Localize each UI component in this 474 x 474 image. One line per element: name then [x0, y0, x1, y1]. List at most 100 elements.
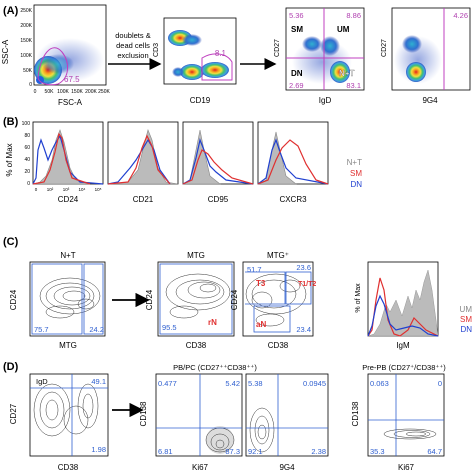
d1-v1: 49.1 — [91, 377, 106, 386]
c2-title: MTG — [187, 251, 205, 260]
a1-ytick: 150K — [20, 38, 32, 44]
c1-title: N+T — [60, 251, 75, 260]
d2-title: PB/PC (CD27⁺⁺CD38⁺⁺) — [173, 363, 257, 372]
d2-v4: 87.3 — [225, 447, 240, 456]
a3-lab-nt: N+T — [339, 69, 354, 78]
b-ytick: 60 — [24, 145, 30, 151]
a3-lab-um: UM — [337, 25, 350, 34]
d4-x-label: Ki67 — [398, 463, 415, 472]
a1-ytick: 250K — [20, 8, 32, 14]
d2-v3: 6.81 — [158, 447, 173, 456]
d3-v1: 5.38 — [248, 379, 263, 388]
d3-v3: 92.1 — [248, 447, 263, 456]
d2-v1: 0.477 — [158, 379, 177, 388]
a1-ytick: 100K — [20, 53, 32, 59]
d1-title: IgD — [36, 377, 48, 386]
d4-v2: 0 — [438, 379, 442, 388]
a3-q-tl: 5.36 — [289, 11, 304, 20]
c2-x-label: CD38 — [186, 341, 207, 350]
b-ytick: 20 — [24, 169, 30, 175]
b-xtick: 0 — [35, 187, 38, 192]
b-ytick: 0 — [27, 181, 30, 187]
a-arrow-text-2: dead cells — [116, 41, 150, 50]
b-legend-nt: N+T — [347, 158, 362, 167]
b3-x-label: CD95 — [208, 195, 229, 204]
a3-lab-sm: SM — [291, 25, 303, 34]
c-plot-cd38-cd24-mtg: MTG 95.5 rN CD24 CD38 — [145, 251, 235, 350]
d4-y-label: CD138 — [351, 401, 360, 426]
c-legend-sm: SM — [460, 315, 472, 324]
c3-v3: 23.4 — [296, 325, 311, 334]
c3-x-label: CD38 — [268, 341, 289, 350]
a-plot-9g4-cd27: 4.26 CD27 9G4 — [381, 7, 471, 105]
d4-v4: 64.7 — [427, 447, 442, 456]
d-plot-cd38-cd27: IgD 49.1 1.98 CD27 CD38 — [9, 373, 109, 472]
a2-y-label: CD3 — [153, 43, 160, 57]
b-legend-sm: SM — [350, 169, 362, 178]
b4-x-label: CXCR3 — [279, 195, 307, 204]
a1-xtick: 0 — [34, 89, 37, 95]
b-legend: N+T SM DN — [347, 158, 363, 189]
d1-v2: 1.98 — [91, 445, 106, 454]
d3-v2: 0.0945 — [303, 379, 326, 388]
c2-v1: 95.5 — [162, 323, 177, 332]
a-plot-igd-cd27: 5.36 8.86 2.69 83.1 SM UM DN N+T CD27 Ig… — [274, 7, 365, 105]
c3-g1: T3 — [256, 279, 266, 288]
d4-title: Pre-PB (CD27⁺/CD38⁺⁺) — [362, 363, 446, 372]
a4-gate-value: 4.26 — [453, 11, 468, 20]
c4-y-label: % of Max — [355, 283, 362, 313]
c3-v1: 51.7 — [247, 265, 262, 274]
a1-xtick: 50K — [45, 89, 55, 95]
d4-v1: 0.063 — [370, 379, 389, 388]
b-xtick: 10⁵ — [95, 187, 102, 192]
a-arrow-text-3: exclusion — [117, 51, 148, 60]
a4-x-label: 9G4 — [422, 96, 438, 105]
a3-q-tr: 8.86 — [346, 11, 361, 20]
b-hist-cxcr3: CXCR3 — [257, 121, 329, 204]
a4-y-label: CD27 — [381, 39, 388, 57]
c4-x-label: IgM — [396, 341, 410, 350]
a1-xtick: 150K — [71, 89, 83, 95]
a3-y-label: CD27 — [274, 39, 281, 57]
b1-x-label: CD24 — [58, 195, 79, 204]
c-hist-igm: % of Max IgM UM SM DN — [355, 261, 472, 350]
d2-x-label: Ki67 — [192, 463, 209, 472]
a-arrow-text-1: doublets & — [115, 31, 150, 40]
c1-v2: 24.2 — [89, 325, 104, 334]
c3-v2: 23.6 — [296, 263, 311, 272]
a-plot-fsc-ssc: 67.5 SSC-A FSC-A 250K 200K 150K 100K 50K… — [1, 4, 110, 107]
d3-v4: 2.38 — [311, 447, 326, 456]
a1-ytick: 200K — [20, 23, 32, 29]
b-hist-cd95: CD95 — [181, 121, 254, 204]
c-plot-mtg-cd24: N+T 75.7 24.2 CD24 MTG — [9, 251, 106, 350]
a3-lab-dn: DN — [291, 69, 303, 78]
b-hist-cd21: CD21 — [107, 121, 179, 204]
c-plot-cd38-cd24-mtgpos: MTG⁺ 51.7 23.6 23.4 T3 T1/T2 aN CD24 CD3… — [230, 251, 316, 350]
c1-v1: 75.7 — [34, 325, 49, 334]
panel-c-label: (C) — [3, 236, 19, 248]
a1-y-label: SSC-A — [1, 39, 10, 64]
b-ytick: 100 — [22, 121, 31, 127]
b-ytick: 80 — [24, 133, 30, 139]
c-legend-dn: DN — [460, 325, 472, 334]
d1-x-label: CD38 — [58, 463, 79, 472]
c2-y-label: CD24 — [145, 289, 154, 310]
b-y-label: % of Max — [5, 143, 14, 176]
a2-gate-value: 8.1 — [215, 49, 227, 58]
d-plot-ki67-cd138-prepb: Pre-PB (CD27⁺/CD38⁺⁺) 0.063 0 35.3 64.7 … — [351, 363, 446, 472]
b-xtick: 10⁴ — [79, 187, 86, 192]
a1-gate-value: 67.5 — [64, 75, 80, 84]
d2-y-label: CD138 — [139, 401, 148, 426]
c3-y-label: CD24 — [230, 289, 239, 310]
c1-y-label: CD24 — [9, 289, 18, 310]
panel-d-label: (D) — [3, 361, 19, 373]
c2-gate: rN — [208, 318, 217, 327]
a-plot-cd19-cd3: 8.1 CD3 CD19 — [153, 17, 237, 105]
b-xtick: 10³ — [63, 187, 70, 192]
d2-v2: 5.42 — [225, 379, 240, 388]
a3-x-label: IgD — [319, 96, 332, 105]
c1-x-label: MTG — [59, 341, 77, 350]
d3-x-label: 9G4 — [279, 463, 295, 472]
c3-title: MTG⁺ — [267, 251, 289, 260]
